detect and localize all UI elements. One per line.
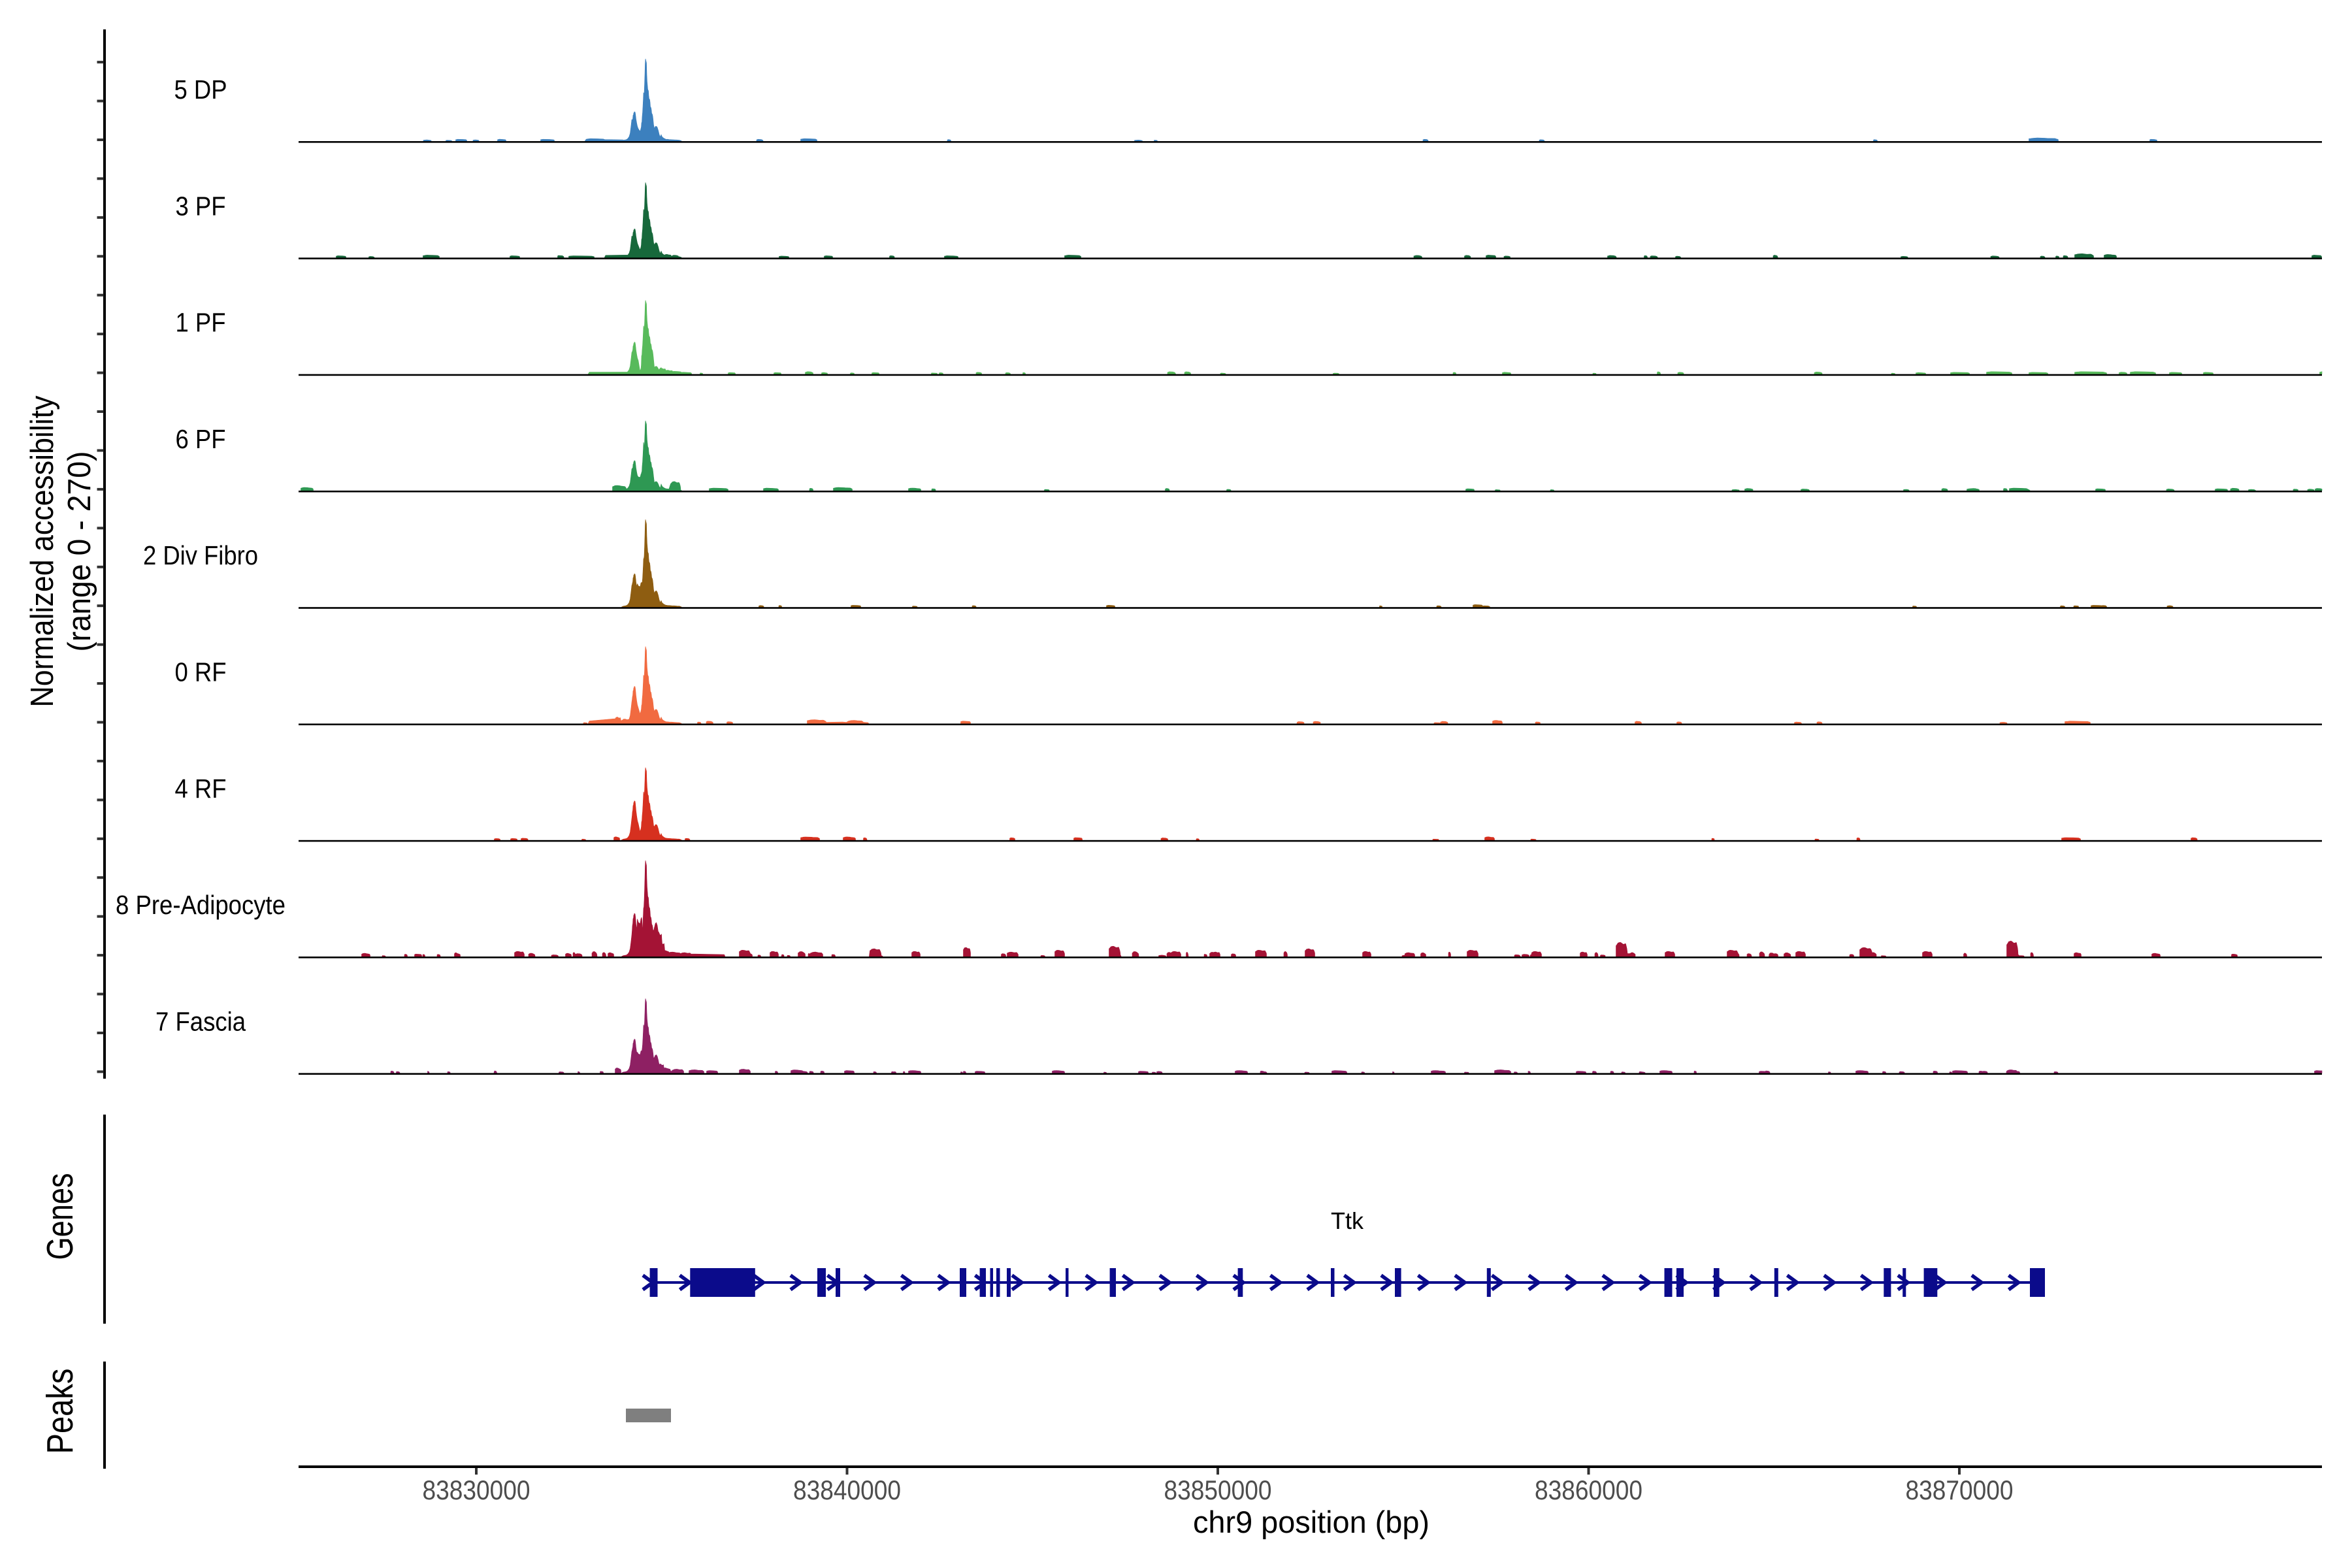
svg-text:Peaks: Peaks xyxy=(39,1369,81,1454)
svg-text:3 PF: 3 PF xyxy=(176,191,226,221)
svg-text:Genes: Genes xyxy=(39,1173,81,1260)
svg-text:6 PF: 6 PF xyxy=(176,424,226,454)
svg-text:(range 0 - 270): (range 0 - 270) xyxy=(62,451,97,652)
svg-text:chr9 position (bp): chr9 position (bp) xyxy=(1193,1505,1429,1539)
svg-text:0 RF: 0 RF xyxy=(175,657,227,687)
svg-text:Normalized accessibility: Normalized accessibility xyxy=(25,395,60,707)
svg-text:83850000: 83850000 xyxy=(1164,1475,1272,1505)
svg-text:83840000: 83840000 xyxy=(793,1475,901,1505)
svg-text:Ttk: Ttk xyxy=(1331,1207,1364,1234)
svg-text:2 Div Fibro: 2 Div Fibro xyxy=(143,540,258,570)
svg-text:8 Pre-Adipocyte: 8 Pre-Adipocyte xyxy=(116,890,286,920)
svg-text:7 Fascia: 7 Fascia xyxy=(155,1006,246,1036)
svg-text:83830000: 83830000 xyxy=(423,1475,531,1505)
svg-text:83870000: 83870000 xyxy=(1906,1475,2014,1505)
svg-text:1 PF: 1 PF xyxy=(176,308,226,338)
svg-text:4 RF: 4 RF xyxy=(175,774,227,804)
svg-text:83860000: 83860000 xyxy=(1535,1475,1642,1505)
svg-text:5 DP: 5 DP xyxy=(174,74,227,105)
